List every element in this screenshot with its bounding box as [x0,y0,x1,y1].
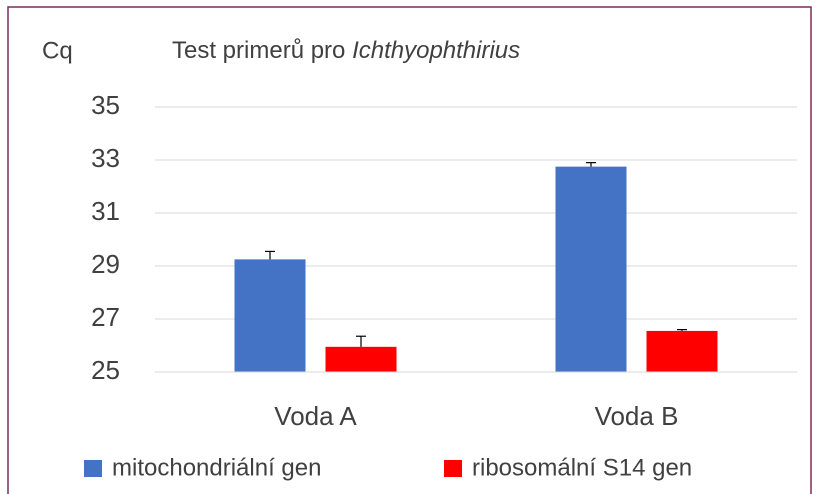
title-italic: Ichthyophthirius [352,37,520,64]
y-tick-label: 35 [91,90,120,120]
error-bar [265,250,275,260]
error-bar [586,162,596,167]
y-tick-label: 27 [91,302,120,332]
chart-title: Test primerů pro Ichthyophthirius [172,37,520,64]
y-tick-label: 33 [91,143,120,173]
title-text: Test primerů pro [172,37,345,64]
bar [234,259,306,372]
x-tick-label: Voda B [595,401,679,431]
y-tick-label: 29 [91,249,120,279]
y-tick-label: 31 [91,196,120,226]
error-bar [356,335,366,347]
x-tick-label: Voda A [274,401,357,431]
legend-label: ribosomální S14 gen [472,454,692,481]
bar [555,166,627,372]
y-axis-label: Cq [42,37,73,64]
chart-border [7,6,812,494]
bar [325,346,397,372]
legend-swatch [84,460,102,477]
legend-swatch [444,460,462,477]
legend-label: mitochondriální gen [112,454,321,481]
bar [646,330,718,372]
y-tick-label: 25 [91,355,120,385]
error-bar [677,329,687,331]
